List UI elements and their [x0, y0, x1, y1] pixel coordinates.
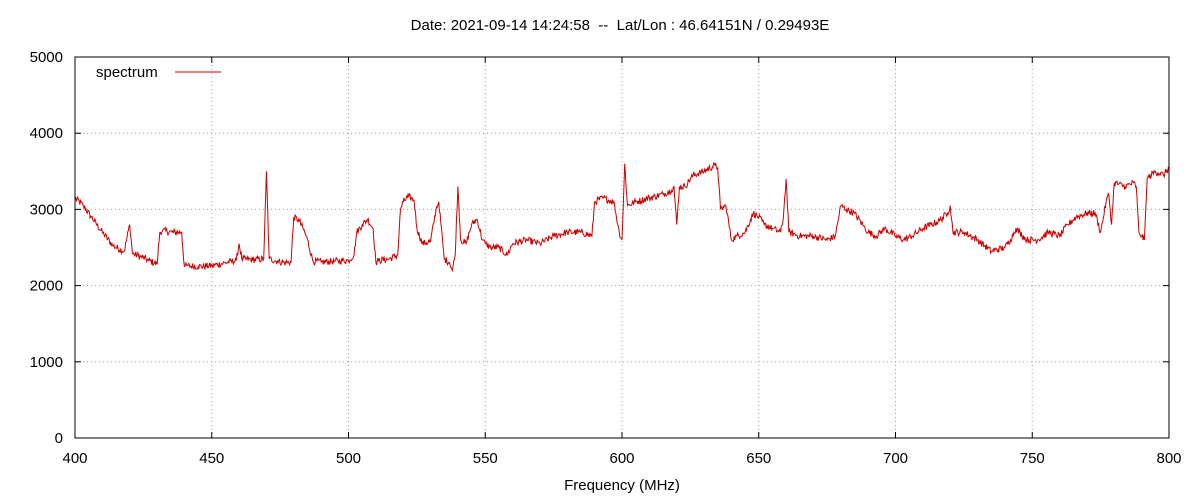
legend-label-spectrum: spectrum: [96, 64, 158, 81]
tick-layer: 400 450 500 550 600 650 700 750 800 0 1000 2000 3000…: [30, 49, 1182, 467]
x-tick-label-700: 700: [883, 450, 908, 467]
series-layer: [74, 162, 1170, 273]
x-tick-label-600: 600: [609, 450, 634, 467]
x-tick-label-800: 800: [1156, 450, 1181, 467]
y-tick-label-4000: 4000: [30, 125, 63, 142]
y-tick-label-1000: 1000: [30, 354, 63, 371]
legend: spectrum: [96, 64, 221, 81]
x-tick-label-500: 500: [336, 450, 361, 467]
x-tick-label-650: 650: [746, 450, 771, 467]
y-tick-label-5000: 5000: [30, 49, 63, 66]
x-tick-label-450: 450: [199, 450, 224, 467]
y-tick-label-2000: 2000: [30, 278, 63, 295]
chart-title: Date: 2021-09-14 14:24:58 -- Lat/Lon : 4…: [410, 17, 830, 34]
x-tick-label-550: 550: [473, 450, 498, 467]
y-tick-label-3000: 3000: [30, 201, 63, 218]
y-tick-label-0: 0: [55, 430, 63, 447]
series-line-spectrum: [74, 162, 1170, 273]
x-tick-label-400: 400: [62, 450, 87, 467]
x-axis-label: Frequency (MHz): [564, 477, 680, 494]
x-tick-label-750: 750: [1020, 450, 1045, 467]
